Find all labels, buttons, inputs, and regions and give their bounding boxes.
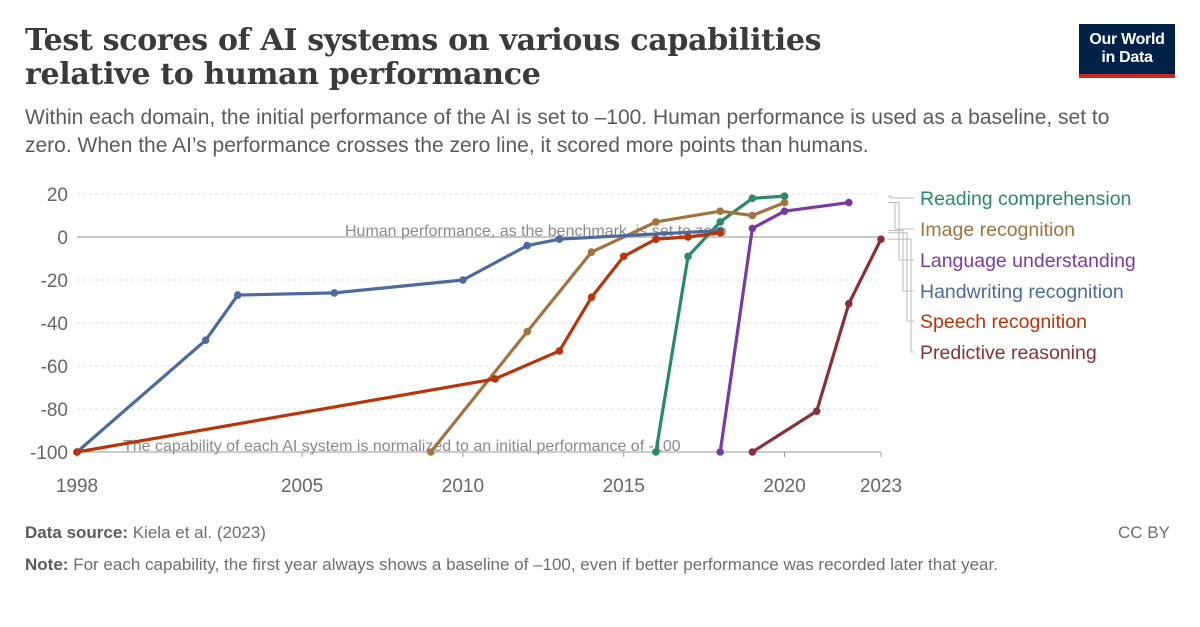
data-point bbox=[716, 207, 724, 215]
legend-label: Speech recognition bbox=[920, 311, 1087, 333]
legend-connector bbox=[888, 238, 914, 353]
logo-line-1: Our World bbox=[1089, 31, 1165, 48]
x-tick-label: 2010 bbox=[442, 476, 484, 497]
x-tick-label: 1998 bbox=[56, 476, 98, 497]
series-line bbox=[750, 237, 883, 454]
data-point bbox=[523, 241, 532, 250]
logo-line-2: in Data bbox=[1101, 49, 1153, 66]
data-point bbox=[652, 448, 660, 456]
owid-logo[interactable]: Our World in Data bbox=[1079, 24, 1175, 78]
x-tick-label: 2005 bbox=[281, 476, 323, 497]
data-point bbox=[716, 448, 724, 456]
x-tick-label: 2020 bbox=[763, 476, 805, 497]
line-chart: -100 -80 -60 -40 -20 0 20 1998 2005 2010 2015 2020 2… bbox=[30, 185, 1136, 497]
data-point bbox=[716, 218, 724, 226]
data-point bbox=[780, 207, 789, 215]
legend-connector bbox=[888, 202, 914, 230]
legend-label: Image recognition bbox=[920, 219, 1075, 241]
data-point bbox=[652, 235, 660, 243]
chart-title: Test scores of AI systems on various cap… bbox=[25, 23, 822, 92]
series-line bbox=[718, 200, 851, 454]
legend-connector bbox=[888, 232, 914, 322]
y-tick-label: -20 bbox=[41, 271, 68, 292]
legend-connector bbox=[888, 230, 914, 292]
note-label: Note: bbox=[25, 555, 69, 574]
data-point bbox=[780, 198, 789, 207]
data-point bbox=[748, 194, 757, 203]
data-point bbox=[426, 448, 435, 456]
y-tick-label: 0 bbox=[57, 228, 68, 249]
data-point bbox=[555, 235, 564, 243]
chart-subtitle: Within each domain, the initial performa… bbox=[25, 106, 1110, 157]
data-point bbox=[845, 198, 853, 207]
legend-connector bbox=[888, 202, 914, 261]
data-point bbox=[652, 218, 660, 226]
data-point bbox=[587, 293, 596, 301]
data-point bbox=[812, 407, 821, 415]
data-point bbox=[845, 299, 853, 308]
data-point bbox=[748, 448, 757, 456]
source-link[interactable]: Kiela et al. (2023) bbox=[132, 523, 266, 542]
legend-label: Predictive reasoning bbox=[920, 342, 1097, 364]
data-point bbox=[748, 211, 757, 220]
series-line bbox=[75, 228, 722, 454]
series-line bbox=[75, 231, 722, 454]
license-link[interactable]: CC BY bbox=[1118, 523, 1170, 542]
data-point bbox=[619, 252, 628, 261]
legend-label: Reading comprehension bbox=[920, 188, 1131, 210]
data-point bbox=[330, 289, 339, 297]
data-point bbox=[73, 448, 81, 456]
source-label: Data source: bbox=[25, 523, 128, 542]
x-tick-label: 2015 bbox=[603, 476, 645, 497]
data-point bbox=[491, 375, 499, 383]
data-point bbox=[234, 291, 242, 299]
data-point bbox=[780, 192, 789, 200]
data-point bbox=[684, 252, 692, 261]
chart-note: Note: For each capability, the first yea… bbox=[25, 553, 1135, 577]
y-tick-label: -40 bbox=[41, 314, 68, 335]
legend-label: Language understanding bbox=[920, 250, 1136, 272]
legend-connector bbox=[888, 195, 914, 199]
y-tick-label: -60 bbox=[41, 357, 68, 378]
series-line bbox=[429, 200, 787, 454]
data-point bbox=[201, 336, 210, 344]
y-tick-label: -100 bbox=[30, 443, 68, 464]
data-point bbox=[877, 235, 885, 243]
y-tick-label: 20 bbox=[47, 185, 68, 206]
data-point bbox=[716, 228, 724, 237]
data-source: Data source: Kiela et al. (2023) bbox=[25, 523, 266, 543]
note-text: For each capability, the first year alwa… bbox=[73, 555, 998, 574]
annotation-normalized-baseline: The capability of each AI system is norm… bbox=[123, 438, 681, 455]
y-tick-label: -80 bbox=[41, 400, 68, 421]
data-point bbox=[459, 276, 467, 284]
x-tick-label: 2023 bbox=[860, 476, 902, 497]
data-point bbox=[684, 233, 692, 241]
data-point bbox=[523, 327, 532, 336]
data-point bbox=[748, 224, 757, 233]
data-point bbox=[587, 248, 596, 256]
legend-label: Handwriting recognition bbox=[920, 281, 1124, 303]
data-point bbox=[555, 347, 564, 355]
